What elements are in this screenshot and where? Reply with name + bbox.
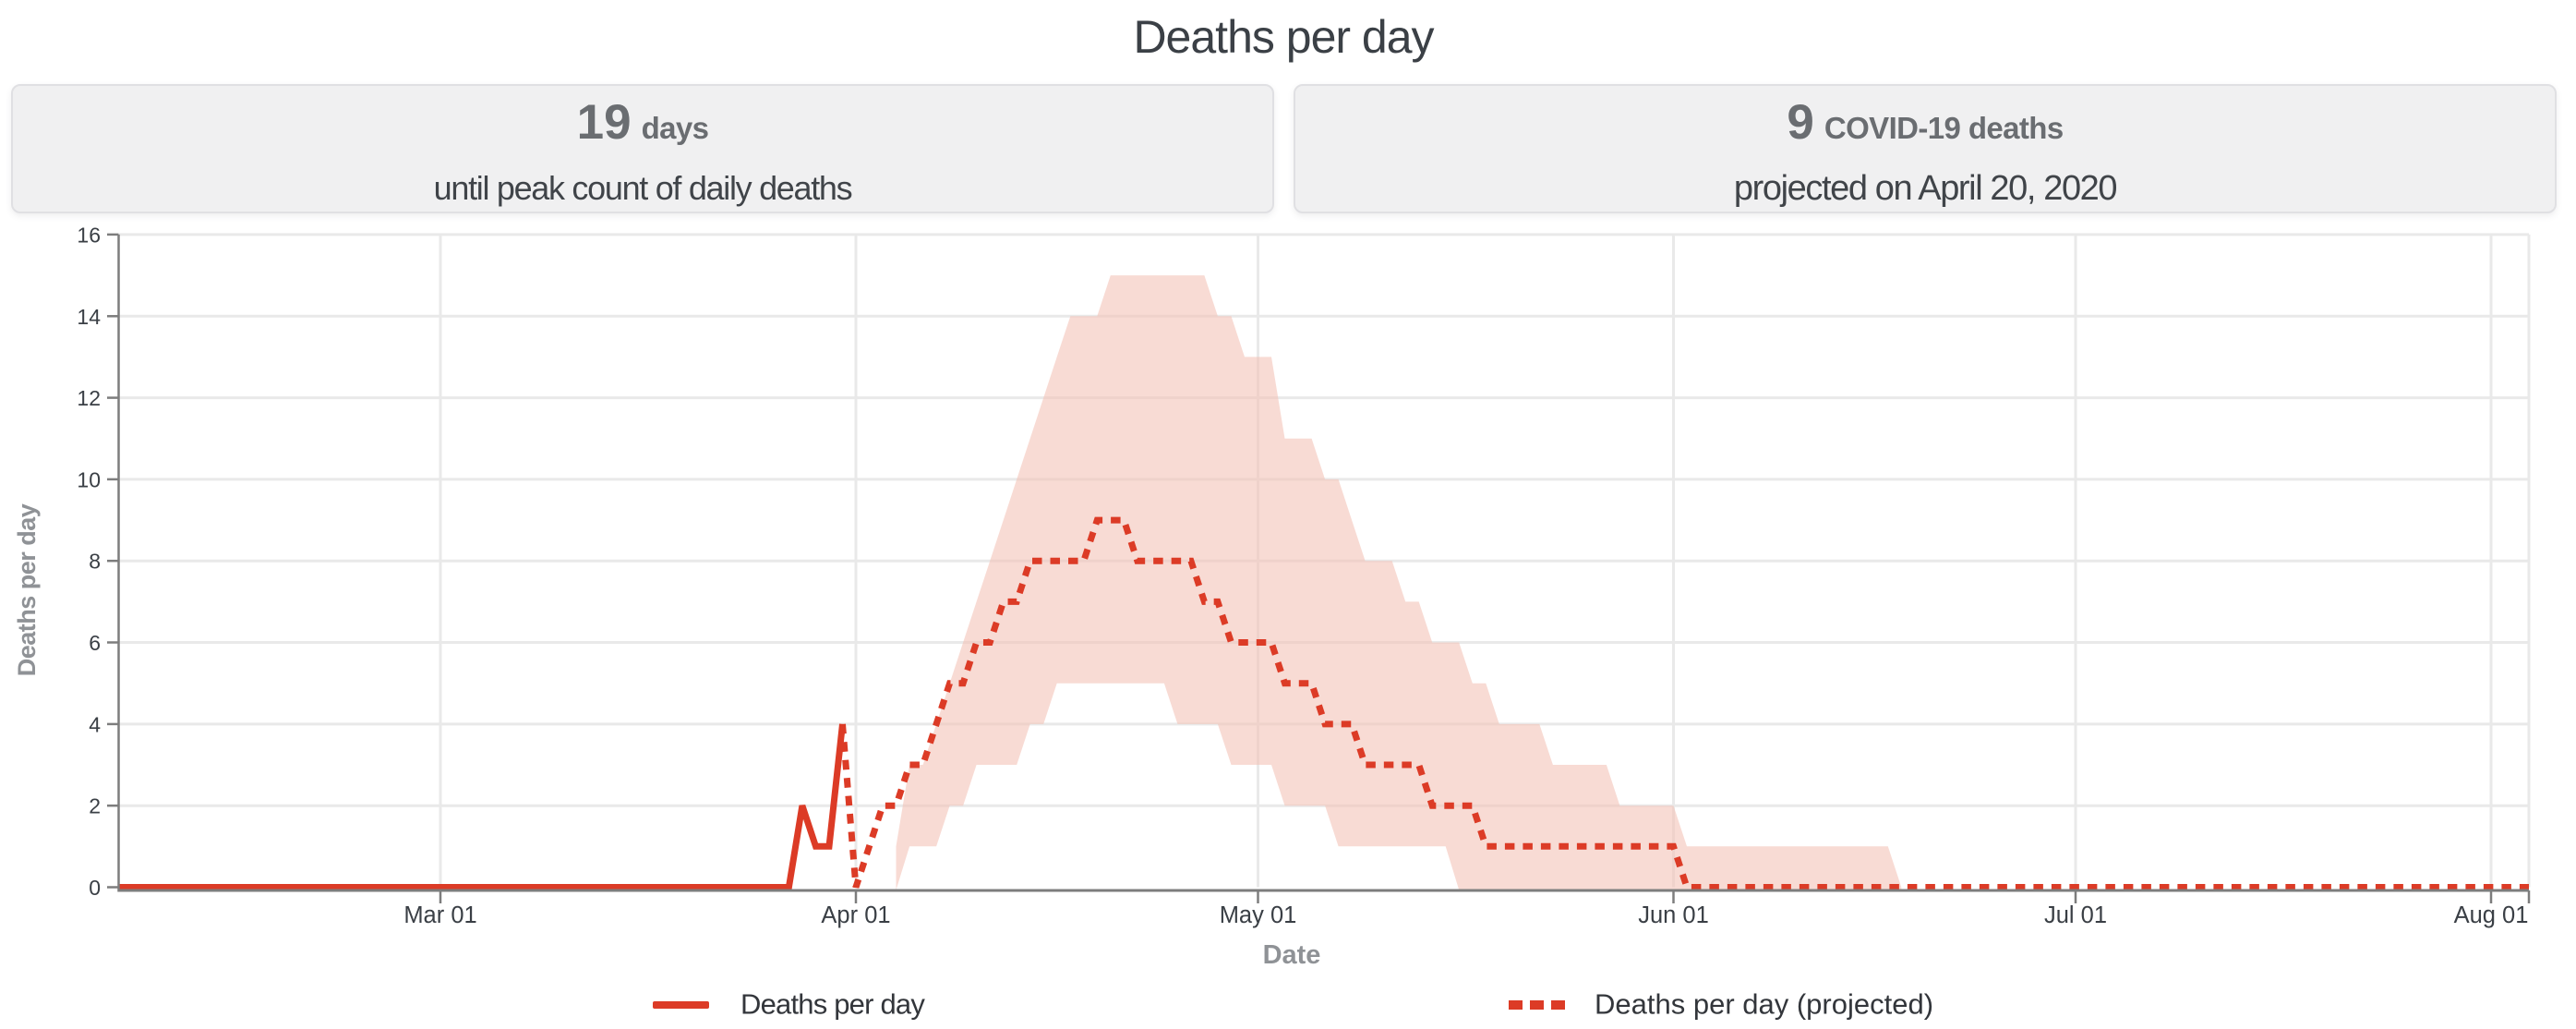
- svg-text:0: 0: [89, 876, 101, 900]
- svg-text:2: 2: [89, 794, 101, 818]
- svg-text:Deaths per day: Deaths per day: [740, 988, 925, 1021]
- svg-text:Aug 01: Aug 01: [2454, 902, 2529, 928]
- svg-text:4: 4: [89, 712, 101, 736]
- svg-text:Mar 01: Mar 01: [403, 902, 476, 928]
- svg-text:12: 12: [77, 386, 101, 410]
- svg-text:Deaths per day (projected): Deaths per day (projected): [1595, 988, 1933, 1021]
- svg-text:Jun 01: Jun 01: [1638, 902, 1709, 928]
- svg-text:16: 16: [77, 223, 101, 247]
- svg-text:Date: Date: [1263, 940, 1321, 970]
- svg-text:May 01: May 01: [1220, 902, 1297, 928]
- svg-text:6: 6: [89, 631, 101, 655]
- svg-text:Jul 01: Jul 01: [2044, 902, 2107, 928]
- svg-text:14: 14: [77, 305, 101, 329]
- svg-text:Deaths per day: Deaths per day: [13, 503, 41, 676]
- svg-text:10: 10: [77, 467, 101, 491]
- svg-text:Apr 01: Apr 01: [821, 902, 890, 928]
- svg-text:8: 8: [89, 550, 101, 574]
